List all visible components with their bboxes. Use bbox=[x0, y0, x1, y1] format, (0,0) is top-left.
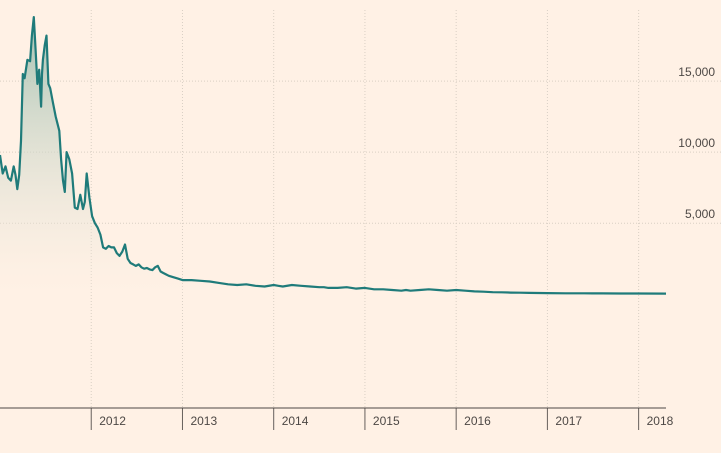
series-area bbox=[0, 17, 666, 295]
x-tick-label: 2014 bbox=[282, 414, 309, 428]
y-tick-label: 15,000 bbox=[678, 65, 715, 79]
plot-area bbox=[0, 16, 667, 295]
axis-labels: 5,000 10,000 15,000 2012 2013 2014 2015 2016 201… bbox=[99, 65, 715, 428]
x-tick-label: 2012 bbox=[99, 414, 126, 428]
gridlines bbox=[0, 10, 721, 408]
y-tick-label: 5,000 bbox=[685, 207, 715, 221]
x-axis bbox=[0, 407, 666, 430]
x-tick-label: 2017 bbox=[555, 414, 582, 428]
y-tick-label: 10,000 bbox=[678, 136, 715, 150]
x-tick-label: 2013 bbox=[190, 414, 217, 428]
x-tick-label: 2015 bbox=[373, 414, 400, 428]
series-line bbox=[0, 16, 667, 295]
x-tick-label: 2018 bbox=[647, 414, 674, 428]
x-tick-label: 2016 bbox=[464, 414, 491, 428]
